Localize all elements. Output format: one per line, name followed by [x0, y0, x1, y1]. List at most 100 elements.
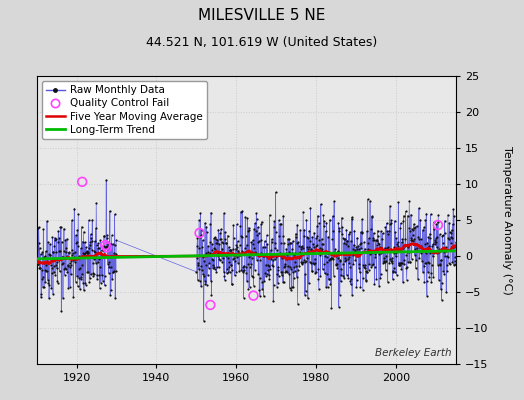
Point	[266, 250, 274, 257]
Point	[368, 213, 377, 219]
Point	[412, 248, 421, 254]
Point	[60, 225, 68, 232]
Point	[326, 255, 335, 262]
Point	[354, 253, 362, 260]
Point	[108, 276, 116, 282]
Point	[364, 196, 372, 203]
Point	[234, 260, 242, 266]
Point	[256, 292, 264, 299]
Point	[423, 258, 432, 265]
Point	[64, 249, 73, 256]
Point	[390, 250, 398, 256]
Point	[47, 262, 55, 268]
Point	[255, 275, 264, 282]
Point	[369, 261, 377, 267]
Point	[317, 248, 325, 254]
Point	[414, 235, 423, 242]
Point	[63, 262, 72, 268]
Point	[423, 292, 431, 299]
Point	[81, 280, 90, 286]
Point	[89, 260, 97, 266]
Point	[213, 253, 222, 259]
Point	[294, 255, 303, 261]
Point	[400, 243, 409, 249]
Point	[309, 241, 318, 247]
Point	[360, 264, 368, 270]
Point	[376, 275, 385, 281]
Point	[246, 252, 255, 258]
Point	[269, 298, 277, 304]
Point	[36, 265, 45, 271]
Point	[440, 271, 449, 278]
Point	[225, 268, 234, 275]
Point	[431, 239, 439, 245]
Point	[232, 245, 240, 252]
Point	[334, 248, 342, 254]
Point	[95, 256, 103, 262]
Point	[283, 269, 291, 276]
Point	[253, 216, 261, 222]
Point	[440, 248, 448, 254]
Point	[445, 220, 453, 226]
Point	[259, 244, 267, 250]
Point	[63, 269, 71, 276]
Point	[107, 264, 115, 270]
Point	[279, 232, 287, 239]
Point	[278, 279, 287, 285]
Point	[432, 235, 440, 242]
Point	[402, 265, 410, 271]
Point	[40, 254, 48, 260]
Point	[343, 238, 352, 244]
Point	[316, 273, 325, 279]
Point	[62, 245, 71, 251]
Point	[301, 271, 309, 277]
Point	[421, 241, 429, 247]
Point	[252, 250, 260, 256]
Point	[72, 239, 81, 245]
Point	[86, 231, 95, 238]
Point	[283, 236, 292, 242]
Point	[270, 218, 278, 224]
Point	[75, 265, 84, 272]
Point	[229, 222, 237, 228]
Point	[196, 234, 204, 240]
Point	[426, 250, 434, 256]
Point	[429, 219, 438, 226]
Point	[240, 262, 248, 269]
Point	[263, 271, 271, 278]
Point	[419, 269, 427, 276]
Point	[372, 246, 380, 252]
Point	[377, 271, 385, 277]
Point	[298, 259, 306, 266]
Point	[347, 214, 356, 221]
Point	[310, 261, 319, 267]
Point	[311, 259, 320, 266]
Point	[271, 245, 279, 251]
Point	[291, 230, 300, 237]
Point	[380, 255, 388, 262]
Point	[268, 263, 277, 269]
Point	[55, 248, 63, 254]
Point	[59, 260, 68, 266]
Point	[409, 227, 418, 233]
Point	[254, 238, 263, 244]
Point	[377, 250, 386, 256]
Point	[197, 283, 205, 290]
Point	[215, 256, 224, 263]
Point	[94, 240, 102, 246]
Point	[280, 240, 288, 246]
Point	[242, 263, 250, 270]
Point	[336, 278, 345, 285]
Point	[300, 259, 309, 265]
Point	[231, 252, 239, 259]
Point	[42, 268, 51, 274]
Point	[310, 244, 318, 250]
Point	[450, 261, 458, 267]
Point	[321, 270, 329, 276]
Point	[234, 252, 243, 258]
Point	[332, 261, 341, 267]
Point	[359, 249, 368, 255]
Point	[71, 278, 80, 285]
Point	[388, 257, 396, 264]
Point	[342, 241, 350, 247]
